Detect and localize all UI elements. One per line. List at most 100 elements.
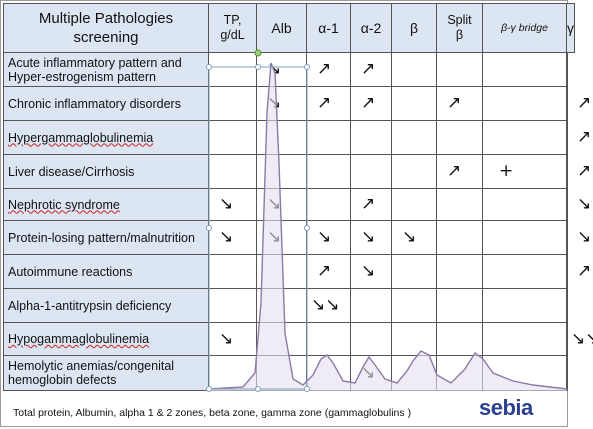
table-cell: ↘↘ [307,289,351,323]
table-cell [392,289,437,323]
table-cell [351,155,392,189]
table-cell [437,53,483,87]
table-cell [209,356,257,391]
arrow-down-icon: ↘ [267,227,282,247]
table-cell [437,289,483,323]
table-cell: ↗ [567,155,591,189]
table-cell [209,87,257,121]
table-cell: ↘ [209,189,257,221]
table-cell [392,87,437,121]
arrow-up-icon: ↗ [447,161,462,181]
arrow-up-icon: ↗ [447,93,462,113]
column-header: Alb [257,3,307,53]
column-header-label: β-γ bridge [501,22,548,34]
column-header: α-1 [307,3,351,53]
column-header: β-γ bridge [483,3,567,53]
arrow-up-icon: ↗ [577,161,592,181]
table-cell [351,289,392,323]
row-label-text: Nephrotic syndrome [8,197,120,212]
arrow-down-icon: ↘ [267,194,282,214]
table-cell: ↘ [307,221,351,255]
table-cell [483,255,567,289]
row-label-text: Autoimmune reactions [8,264,133,279]
table-cell [307,121,351,155]
row-label: Hypogammaglobulinemia [3,323,209,356]
arrow-down-icon: ↘ [577,227,592,247]
arrow-down-icon: ↘ [219,328,234,349]
table-cell: ↘ [351,221,392,255]
table-cell: ↘ [257,87,307,121]
row-label: Protein-losing pattern/malnutrition [3,221,209,255]
table-cell [483,121,567,155]
row-label-text: Protein-losing pattern/malnutrition [8,230,195,245]
table-cell: + [483,155,567,189]
row-label-text: Chronic inflammatory disorders [8,96,181,111]
table-cell: ↗ [307,255,351,289]
table-cell [392,323,437,356]
table-cell [567,356,568,391]
table-cell: ↗ [351,87,392,121]
arrow-down-icon: ↘ [219,194,234,214]
table-cell: ↗ [567,121,591,155]
table-cell [437,221,483,255]
table-cell [437,323,483,356]
table-cell: ↘ [209,323,257,356]
arrow-up-icon: ↗ [361,194,376,214]
arrow-up-icon: ↗ [577,261,592,281]
table-cell [351,121,392,155]
table-cell [257,323,307,356]
table-cell [257,289,307,323]
table-cell [483,53,567,87]
table-cell: ↗ [437,155,483,189]
arrow-up-icon: ↗ [317,261,332,281]
table-cell: ↘ [567,189,591,221]
table-cell [257,356,307,391]
table-cell: ↗ [567,87,591,121]
table-cell [437,356,483,391]
table-cell: ↘ [257,189,307,221]
table-cell: ↘ [351,356,392,391]
row-label: Liver disease/Cirrhosis [3,155,209,189]
table-cell [392,189,437,221]
caption-text: Total protein, Albumin, alpha 1 & 2 zone… [13,407,412,419]
arrow-down-icon: ↘ [219,227,234,247]
row-label: Hypergammaglobulinemia [3,121,209,155]
arrow-down-icon: ↘ [317,227,332,247]
row-label: Acute inflammatory pattern and Hyper-est… [3,53,209,87]
row-label: Chronic inflammatory disorders [3,87,209,121]
table-cell [209,155,257,189]
column-header: Split β [437,3,483,53]
plus-marker: + [499,161,514,181]
table-cell: ↗ [307,53,351,87]
table-cell [483,189,567,221]
row-label-text: Hemolytic anemias/congenital hemoglobin … [8,359,175,387]
row-label-text: Acute inflammatory pattern and Hyper-est… [8,55,182,84]
table-cell [392,356,437,391]
arrow-down-icon: ↘ [361,362,376,383]
column-header-label: α-1 [318,20,339,36]
arrow-up-icon: ↗ [577,93,592,113]
table-cell [483,221,567,255]
table-cell [483,356,567,391]
sebia-logo: sebia [479,395,533,420]
table-cell [209,53,257,87]
table-cell: ↘ [351,255,392,289]
arrow-down-icon: ↘ [267,59,282,79]
table-cell [257,121,307,155]
pathology-table: Multiple Pathologies screening TP, g/dL Al… [3,3,593,391]
row-label: Autoimmune reactions [3,255,209,289]
table-cell [483,87,567,121]
table-cell [307,189,351,221]
table-cell [567,53,568,87]
column-header-label: β [409,20,419,36]
row-label-text: Hypergammaglobulinemia [8,130,154,145]
table-cell [307,155,351,189]
column-header-label: TP, g/dL [220,13,245,42]
table-cell [307,356,351,391]
table-cell [209,289,257,323]
arrow-up-icon: ↗ [577,127,592,147]
arrow-up-icon: ↗ [317,59,332,79]
title-text: Multiple Pathologies screening [38,10,174,46]
table-cell [392,155,437,189]
table-cell: ↘↘ [567,323,593,356]
